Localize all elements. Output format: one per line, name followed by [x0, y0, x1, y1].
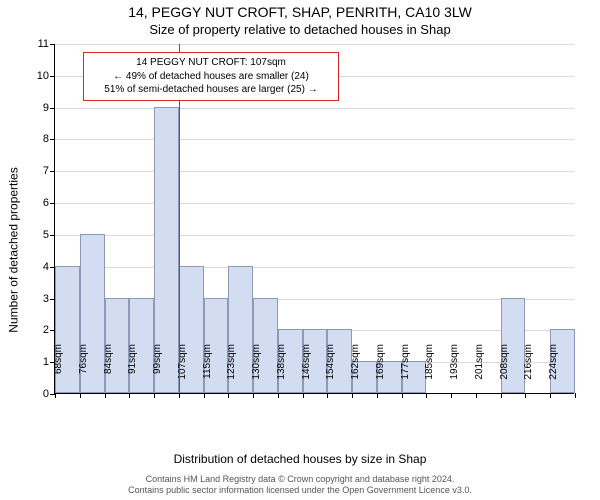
y-tick-label: 1 — [25, 356, 55, 368]
x-tick-label: 138sqm — [276, 344, 287, 399]
x-tick-label: 99sqm — [152, 344, 163, 399]
y-tick-label: 2 — [25, 324, 55, 336]
gridline — [55, 203, 574, 204]
footer-attribution: Contains HM Land Registry data © Crown c… — [0, 474, 600, 497]
x-tick-label: 193sqm — [449, 344, 460, 399]
x-tick-label: 185sqm — [424, 344, 435, 399]
y-tick-label: 10 — [25, 70, 55, 82]
y-tick-label: 3 — [25, 293, 55, 305]
x-tick-label: 84sqm — [103, 344, 114, 399]
gridline — [55, 44, 574, 45]
x-tick-label: 154sqm — [325, 344, 336, 399]
x-tick-label: 115sqm — [202, 344, 213, 399]
gridline — [55, 235, 574, 236]
annotation-line2: ← 49% of detached houses are smaller (24… — [90, 70, 332, 84]
gridline — [55, 267, 574, 268]
chart-title: 14, PEGGY NUT CROFT, SHAP, PENRITH, CA10… — [0, 4, 600, 20]
x-tick-label: 208sqm — [499, 344, 510, 399]
footer-line1: Contains HM Land Registry data © Crown c… — [0, 474, 600, 485]
x-tick-label: 216sqm — [523, 344, 534, 399]
x-tick-label: 177sqm — [400, 344, 411, 399]
y-tick-label: 9 — [25, 102, 55, 114]
x-tick-mark — [575, 393, 576, 398]
gridline — [55, 171, 574, 172]
y-tick-label: 6 — [25, 197, 55, 209]
annotation-box: 14 PEGGY NUT CROFT: 107sqm← 49% of detac… — [83, 52, 339, 101]
annotation-line3: 51% of semi-detached houses are larger (… — [90, 83, 332, 97]
x-tick-label: 91sqm — [127, 344, 138, 399]
x-axis-label: Distribution of detached houses by size … — [0, 452, 600, 466]
annotation-line1: 14 PEGGY NUT CROFT: 107sqm — [90, 56, 332, 70]
x-tick-label: 146sqm — [301, 344, 312, 399]
y-axis-label: Number of detached properties — [6, 0, 22, 500]
plot-area: 0123456789101168sqm76sqm84sqm91sqm99sqm1… — [54, 44, 574, 394]
y-tick-label: 4 — [25, 261, 55, 273]
y-tick-label: 5 — [25, 229, 55, 241]
x-tick-label: 123sqm — [226, 344, 237, 399]
y-tick-label: 11 — [25, 38, 55, 50]
gridline — [55, 139, 574, 140]
x-tick-label: 130sqm — [251, 344, 262, 399]
x-tick-label: 68sqm — [53, 344, 64, 399]
footer-line2: Contains public sector information licen… — [0, 485, 600, 496]
x-tick-label: 169sqm — [375, 344, 386, 399]
x-tick-label: 201sqm — [474, 344, 485, 399]
x-tick-label: 162sqm — [350, 344, 361, 399]
y-tick-label: 0 — [25, 388, 55, 400]
y-tick-label: 7 — [25, 165, 55, 177]
x-tick-label: 224sqm — [548, 344, 559, 399]
gridline — [55, 108, 574, 109]
x-tick-label: 76sqm — [78, 344, 89, 399]
y-tick-label: 8 — [25, 133, 55, 145]
chart-subtitle: Size of property relative to detached ho… — [0, 22, 600, 37]
